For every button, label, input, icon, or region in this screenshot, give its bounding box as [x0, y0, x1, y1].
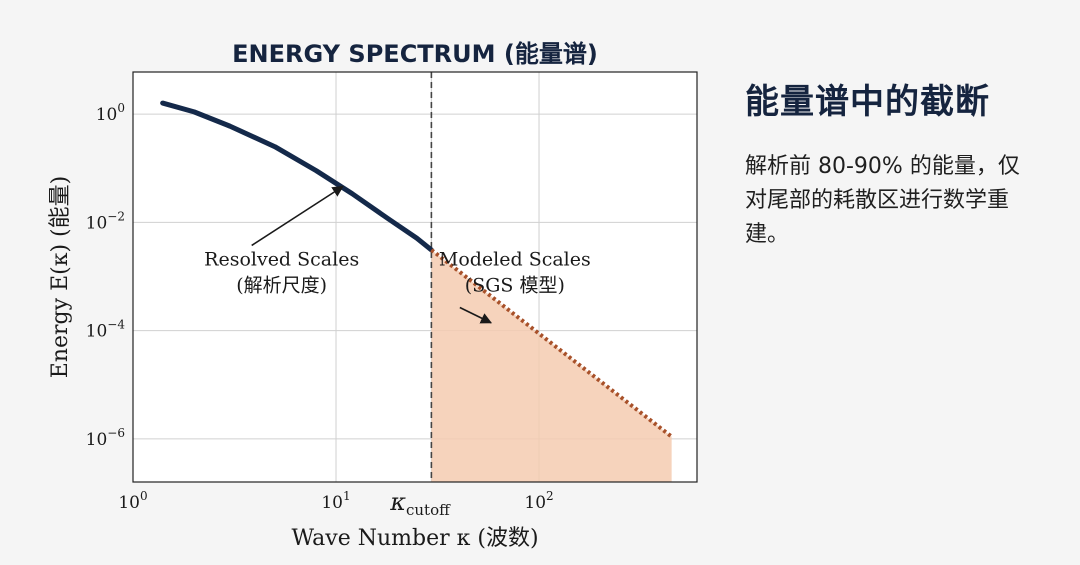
cutoff-label-sub: cutoff: [406, 501, 451, 519]
modeled-scales-line: [430, 248, 673, 439]
x-axis-label: Wave Number κ (波数): [291, 526, 538, 551]
cutoff-label-kappa: κ: [389, 488, 406, 516]
modeled-region-fill: [431, 249, 672, 482]
annotation-arrow: [459, 306, 493, 324]
modeled-fill-area: [431, 249, 672, 482]
y-tick-label: 100: [96, 101, 125, 125]
y-tick-label: 10−4: [86, 318, 126, 342]
cutoff-label: κcutoff: [389, 488, 451, 519]
x-tick-label: 100: [118, 489, 147, 513]
y-tick-label: 10−6: [86, 426, 125, 450]
x-tick-label: 101: [321, 489, 350, 513]
y-tick-labels: 100 10−2 10−4 10−6: [86, 101, 126, 450]
plot-frame: [132, 71, 698, 483]
energy-spectrum-chart: ENERGY SPECTRUM (能量谱) 100 101 102 10010−21…: [48, 40, 698, 551]
annotation-line1: Modeled Scales: [439, 248, 591, 270]
chart-title: ENERGY SPECTRUM (能量谱): [232, 40, 598, 68]
side-body: 解析前 80-90% 的能量，仅对尾部的耗散区进行数学重建。: [745, 154, 1020, 248]
annotations: Resolved Scales (解析尺度) Modeled Scales (SGS …: [204, 185, 591, 324]
x-tick-labels: 100 101 102: [118, 489, 553, 513]
annotation-line1: Resolved Scales: [204, 248, 359, 270]
y-axis-label: Energy E(κ) (能量): [48, 176, 73, 378]
y-tick-label: 10−2: [86, 209, 125, 233]
series-layer: [160, 100, 673, 439]
x-tick-label: 102: [524, 489, 553, 513]
annotation-line2: (SGS 模型): [465, 274, 565, 296]
side-title: 能量谱中的截断: [745, 82, 990, 122]
annotation-arrow: [251, 185, 344, 247]
annotation-line2: (解析尺度): [236, 274, 327, 296]
resolved-scales-line: [160, 100, 434, 253]
